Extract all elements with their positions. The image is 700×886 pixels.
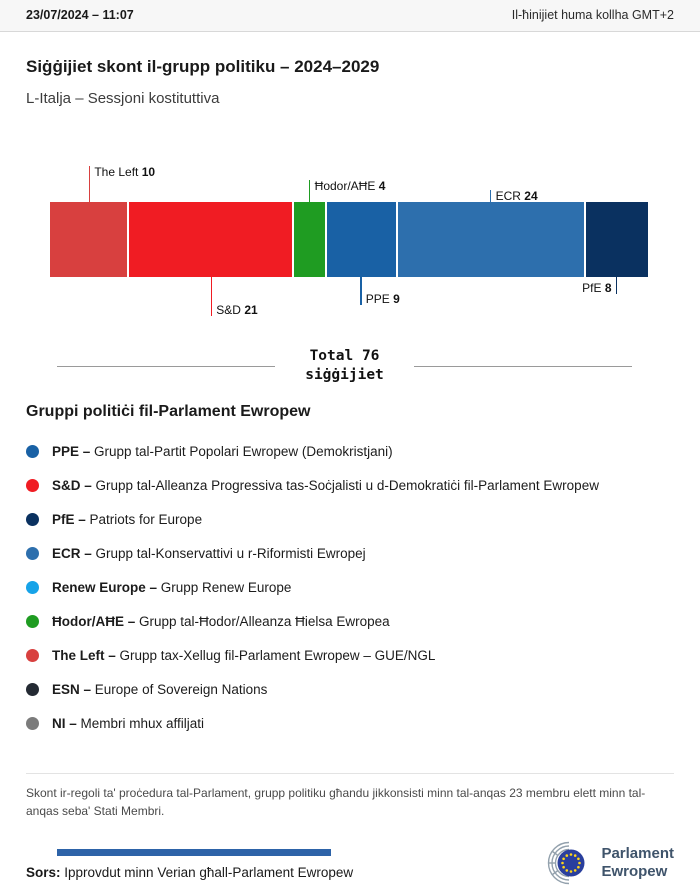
legend-label-renew: Renew Europe – Grupp Renew Europe bbox=[52, 580, 292, 596]
source-label: Sors: bbox=[26, 864, 61, 880]
leader-line-ppe bbox=[360, 277, 362, 305]
legend-dot-hodor-ahe bbox=[26, 615, 39, 629]
page-title: Siġġijiet skont il-grupp politiku – 2024… bbox=[26, 57, 380, 76]
segment-label-sd: S&D 21 bbox=[216, 303, 258, 317]
legend-dot-esn bbox=[26, 683, 39, 697]
legend-item-esn: ESN – Europe of Sovereign Nations bbox=[26, 673, 674, 707]
legend-label-ecr: ECR – Grupp tal-Konservattivi u r-Riform… bbox=[52, 546, 366, 562]
seat-chart: The Left 10 S&D 21 Ħodor/AĦE 4 PPE 9 ECR 24 P… bbox=[26, 157, 674, 325]
segment-label-ppe: PPE 9 bbox=[365, 292, 400, 306]
source-note: Sors: Ipprovdut minn Verian għall-Parlam… bbox=[26, 865, 353, 880]
legend-dot-the-left bbox=[26, 649, 39, 663]
source-text: Ipprovdut minn Verian għall-Parlament Ew… bbox=[60, 864, 354, 880]
legend-item-hodor-ahe: Ħodor/AĦE – Grupp tal-Ħodor/Alleanza Ħie… bbox=[26, 605, 674, 639]
bar-segment-hodor-ahe[interactable] bbox=[293, 202, 325, 277]
datetime-label: 23/07/2024 – 11:07 bbox=[26, 8, 134, 22]
logo-line2: Ewropew bbox=[601, 862, 668, 880]
parliament-hemicycle-icon bbox=[548, 841, 585, 884]
page-subtitle: L-Italja – Sessjoni kostituttiva bbox=[26, 90, 220, 107]
timezone-note: Il-ħinijiet huma kollha GMT+2 bbox=[511, 8, 674, 22]
legend-dot-sd bbox=[26, 479, 39, 493]
legend-dot-ni bbox=[26, 717, 39, 731]
total-seats-line1: Total 76 bbox=[309, 348, 380, 364]
segment-label-pfe: PfE 8 bbox=[582, 281, 612, 295]
segment-label-the-left: The Left 10 bbox=[94, 165, 156, 179]
legend-dot-renew bbox=[26, 581, 39, 595]
segment-label-ecr: ECR 24 bbox=[495, 189, 538, 203]
legend-label-the-left: The Left – Grupp tax-Xellug fil-Parlamen… bbox=[52, 648, 436, 664]
legend-label-ni: NI – Membri mhux affiljati bbox=[52, 716, 205, 732]
legend-label-esn: ESN – Europe of Sovereign Nations bbox=[52, 682, 268, 698]
legend-item-the-left: The Left – Grupp tax-Xellug fil-Parlamen… bbox=[26, 639, 674, 673]
legend-list: PPE – Grupp tal-Partit Popolari Ewropew … bbox=[26, 435, 674, 741]
legend-item-ecr: ECR – Grupp tal-Konservattivi u r-Riform… bbox=[26, 537, 674, 571]
total-rule-left bbox=[57, 365, 276, 367]
legend-label-sd: S&D – Grupp tal-Alleanza Progressiva tas… bbox=[52, 478, 599, 494]
legend-item-ni: NI – Membri mhux affiljati bbox=[26, 707, 674, 741]
legend-dot-pfe bbox=[26, 513, 39, 527]
segment-label-hodor-ahe: Ħodor/AĦE 4 bbox=[314, 179, 386, 193]
total-seats-line2: siġġijiet bbox=[305, 367, 384, 384]
leader-line-pfe bbox=[615, 277, 618, 294]
legend-heading: Gruppi politiċi fil-Parlament Ewropew bbox=[26, 403, 311, 421]
legend-item-pfe: PfE – Patriots for Europe bbox=[26, 503, 674, 537]
legend-dot-ppe bbox=[26, 445, 39, 459]
leader-line-hodor-ahe bbox=[308, 180, 311, 202]
bar-segment-ppe[interactable] bbox=[326, 202, 397, 277]
procedure-footnote: Skont ir-regoli ta' proċedura tal-Parlam… bbox=[26, 772, 674, 820]
legend-item-ppe: PPE – Grupp tal-Partit Popolari Ewropew … bbox=[26, 435, 674, 469]
logo-line1: Parlament bbox=[601, 845, 674, 863]
leader-line-the-left bbox=[88, 166, 91, 202]
legend-label-ppe: PPE – Grupp tal-Partit Popolari Ewropew … bbox=[52, 444, 393, 460]
partially-visible-bottom-element[interactable] bbox=[57, 849, 331, 856]
bar-segment-sd[interactable] bbox=[129, 202, 292, 277]
bar-segment-the-left[interactable] bbox=[50, 202, 128, 277]
bar-segment-ecr[interactable] bbox=[398, 202, 585, 277]
legend-item-renew: Renew Europe – Grupp Renew Europe bbox=[26, 571, 674, 605]
stacked-bar bbox=[50, 202, 648, 277]
main-content: Siġġijiet skont il-grupp politiku – 2024… bbox=[0, 57, 700, 886]
total-seats-label: Total 76 siġġijiet bbox=[305, 347, 384, 385]
total-seats-row: Total 76 siġġijiet bbox=[26, 347, 674, 385]
legend-label-pfe: PfE – Patriots for Europe bbox=[52, 512, 203, 528]
source-row: Sors: Ipprovdut minn Verian għall-Parlam… bbox=[26, 840, 674, 886]
top-info-bar: 23/07/2024 – 11:07 Il-ħinijiet huma koll… bbox=[0, 0, 700, 32]
legend-item-sd: S&D – Grupp tal-Alleanza Progressiva tas… bbox=[26, 469, 674, 503]
legend-label-hodor-ahe: Ħodor/AĦE – Grupp tal-Ħodor/Alleanza Ħie… bbox=[52, 614, 390, 630]
leader-line-sd bbox=[210, 277, 213, 316]
legend-dot-ecr bbox=[26, 547, 39, 561]
parliament-logo-wordmark: Parlament Ewropew bbox=[601, 845, 674, 880]
european-parliament-logo: Parlament Ewropew bbox=[531, 840, 674, 886]
leader-line-ecr bbox=[489, 190, 492, 202]
total-rule-right bbox=[413, 365, 633, 367]
bar-segment-pfe[interactable] bbox=[586, 202, 648, 277]
